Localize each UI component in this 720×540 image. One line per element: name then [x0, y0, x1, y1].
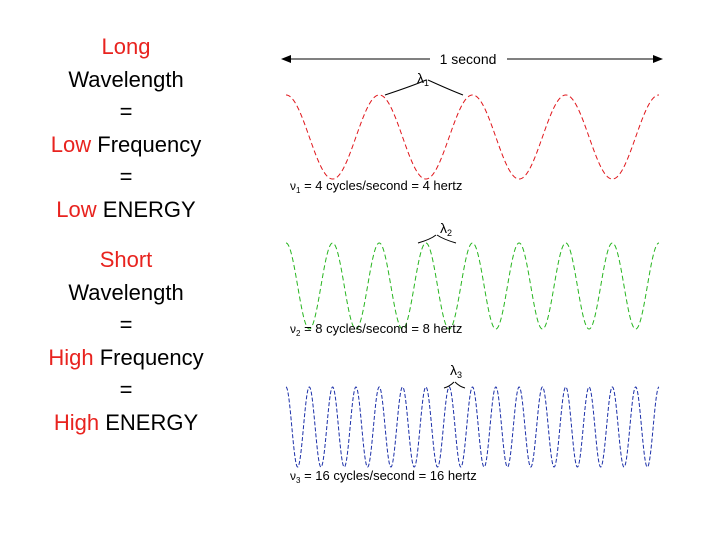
- high-word-2: High: [53, 409, 100, 435]
- energy-explanation: Long Wavelength = Low Frequency = Low EN…: [10, 31, 242, 439]
- wave-2-line: [285, 242, 660, 330]
- high-word-1: High: [48, 344, 94, 370]
- equals-4: =: [119, 377, 133, 402]
- wavelength-1-symbol: λ1: [417, 70, 429, 88]
- low-word-2: Low: [56, 196, 97, 222]
- wave-3-line: [285, 386, 660, 468]
- low-frequency-line: Low Frequency: [10, 129, 242, 162]
- second-arrow-right-head: [653, 55, 663, 63]
- wave-2-group: λ2 ν2 = 8 cycles/second = 8 hertz: [285, 220, 660, 338]
- frequency-word-1: Frequency: [91, 131, 202, 157]
- wavelength-label-1: Wavelength: [68, 66, 184, 92]
- energy-word-1: ENERGY: [96, 196, 196, 222]
- wave-1-line: [285, 94, 660, 180]
- wave-1-caption: ν1 = 4 cycles/second = 4 hertz: [290, 178, 462, 195]
- low-word-1: Low: [50, 131, 92, 157]
- long-label: Long: [101, 34, 151, 59]
- equals-1: =: [119, 99, 133, 124]
- low-energy-line: Low ENERGY: [10, 194, 242, 227]
- wavelength-1-brace: [384, 79, 464, 96]
- wavelength-3-symbol: λ3: [450, 362, 462, 380]
- wave-3-caption: ν3 = 16 cycles/second = 16 hertz: [290, 468, 477, 485]
- equals-3: =: [119, 312, 133, 337]
- wavelength-3-brace: [443, 381, 466, 389]
- wavelength-2-brace: [417, 234, 457, 244]
- frequency-word-2: Frequency: [93, 344, 204, 370]
- duration-label: 1 second: [440, 51, 497, 67]
- wave-1-group: λ1 ν1 = 4 cycles/second = 4 hertz: [285, 70, 660, 195]
- short-label: Short: [99, 247, 153, 272]
- equals-2: =: [119, 164, 133, 189]
- wavelength-2-symbol: λ2: [440, 220, 452, 238]
- wave-figure: 1 second λ1 ν1 = 4 cycles/second = 4 her…: [250, 40, 670, 490]
- high-frequency-line: High Frequency: [10, 342, 242, 375]
- high-energy-line: High ENERGY: [10, 407, 242, 440]
- wave-2-caption: ν2 = 8 cycles/second = 8 hertz: [290, 321, 462, 338]
- wavelength-label-2: Wavelength: [68, 279, 184, 305]
- wave-3-group: λ3 ν3 = 16 cycles/second = 16 hertz: [285, 362, 660, 485]
- energy-word-2: ENERGY: [99, 409, 199, 435]
- wave-diagram: 1 second λ1 ν1 = 4 cycles/second = 4 her…: [281, 51, 663, 485]
- second-arrow-left-head: [281, 55, 291, 63]
